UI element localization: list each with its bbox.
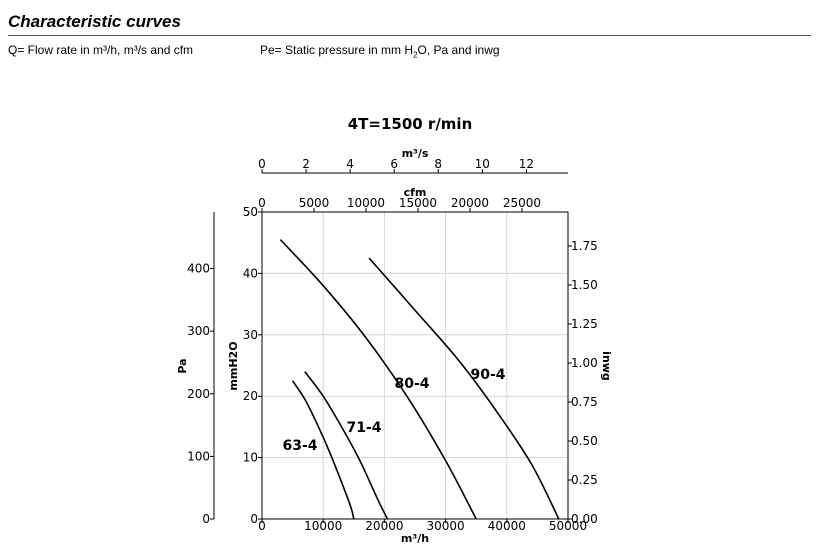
pressure-legend: Pe= Static pressure in mm H2O, Pa and in… [260, 43, 500, 59]
curve-label-80-4: 80-4 [394, 376, 429, 392]
x-bottom-tick-label: 40000 [488, 519, 526, 533]
pressure-legend-subscript: 2 [413, 50, 418, 60]
inwg-tick-label: 1.75 [571, 239, 598, 253]
curve-label-63-4: 63-4 [282, 438, 317, 454]
cfm-tick-label: 5000 [299, 196, 330, 210]
grid-lines [261, 211, 569, 520]
pa-tick-label: 100 [187, 449, 210, 463]
section-heading: Characteristic curves [8, 12, 181, 31]
cfm-tick-label: 10000 [347, 196, 385, 210]
inwg-tick-label: 0.50 [571, 434, 598, 448]
x-bottom-tick-label: 10000 [304, 519, 342, 533]
curve-label-71-4: 71-4 [346, 420, 381, 436]
curve-80-4 [279, 239, 477, 520]
x-bottom-tick-label: 30000 [427, 519, 465, 533]
mmh2o-tick-label: 40 [243, 266, 258, 280]
flow-rate-legend: Q= Flow rate in m³/h, m³/s and cfm [8, 43, 194, 57]
inwg-tick-label: 1.25 [571, 317, 598, 331]
mmh2o-tick-label: 20 [243, 389, 258, 403]
m3s-tick-label: 0 [258, 157, 266, 171]
inwg-tick-label: 0.75 [571, 395, 598, 409]
m3s-tick-label: 10 [475, 157, 490, 171]
m3s-tick-label: 12 [519, 157, 534, 171]
m3s-tick-label: 4 [346, 157, 354, 171]
m3s-tick-label: 8 [434, 157, 442, 171]
x-bottom-tick-label: 0 [258, 519, 266, 533]
m3s-axis-label: m³/s [402, 147, 429, 160]
pa-axis-label: Pa [176, 358, 189, 373]
pressure-legend-prefix: Pe= Static pressure in mm H [260, 43, 414, 57]
curve-63-4 [291, 380, 355, 520]
pressure-legend-suffix: O, Pa and inwg [417, 43, 500, 57]
heading-rule [8, 35, 811, 36]
inwg-tick-label: 1.00 [571, 356, 598, 370]
fan-curves: 63-4 71-4 80-4 90-4 [279, 239, 560, 520]
cfm-axis-label: cfm [404, 186, 427, 199]
x-bottom-axis-label: m³/h [401, 532, 429, 545]
cfm-tick-label: 15000 [399, 196, 437, 210]
curve-label-90-4: 90-4 [470, 367, 505, 383]
x-bottom-tick-label: 50000 [549, 519, 587, 533]
mmh2o-axis-label: mmH2O [227, 341, 240, 390]
cfm-tick-label: 0 [258, 196, 266, 210]
curve-90-4 [368, 257, 560, 520]
cfm-tick-label: 20000 [451, 196, 489, 210]
inwg-tick-label: 1.50 [571, 278, 598, 292]
plot-frame [261, 211, 569, 520]
inwg-tick-label: 0.00 [571, 512, 598, 526]
m3s-tick-label: 2 [302, 157, 310, 171]
pa-tick-label: 400 [187, 262, 210, 276]
inwg-tick-label: 0.25 [571, 473, 598, 487]
cfm-tick-label: 25000 [503, 196, 541, 210]
m3s-tick-label: 6 [390, 157, 398, 171]
chart-title: 4T=1500 r/min [348, 115, 473, 133]
mmh2o-tick-label: 50 [243, 205, 258, 219]
mmh2o-tick-label: 10 [243, 451, 258, 465]
mmh2o-tick-label: 0 [250, 512, 258, 526]
x-bottom-tick-label: 20000 [365, 519, 403, 533]
pa-tick-label: 200 [187, 387, 210, 401]
pa-tick-label: 300 [187, 324, 210, 338]
curve-71-4 [304, 371, 389, 520]
mmh2o-tick-label: 30 [243, 328, 258, 342]
pa-tick-label: 0 [202, 512, 210, 526]
inwg-axis-label: inwg [600, 351, 613, 381]
